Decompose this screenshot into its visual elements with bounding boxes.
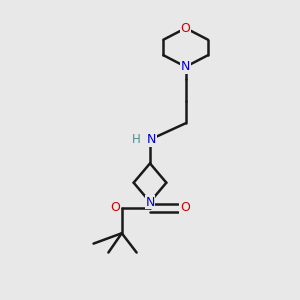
Text: N: N xyxy=(145,196,155,208)
Text: O: O xyxy=(180,202,190,214)
Text: N: N xyxy=(147,133,156,146)
Text: N: N xyxy=(181,60,190,73)
Text: O: O xyxy=(181,22,190,34)
Text: O: O xyxy=(110,202,120,214)
Text: H: H xyxy=(132,133,141,146)
